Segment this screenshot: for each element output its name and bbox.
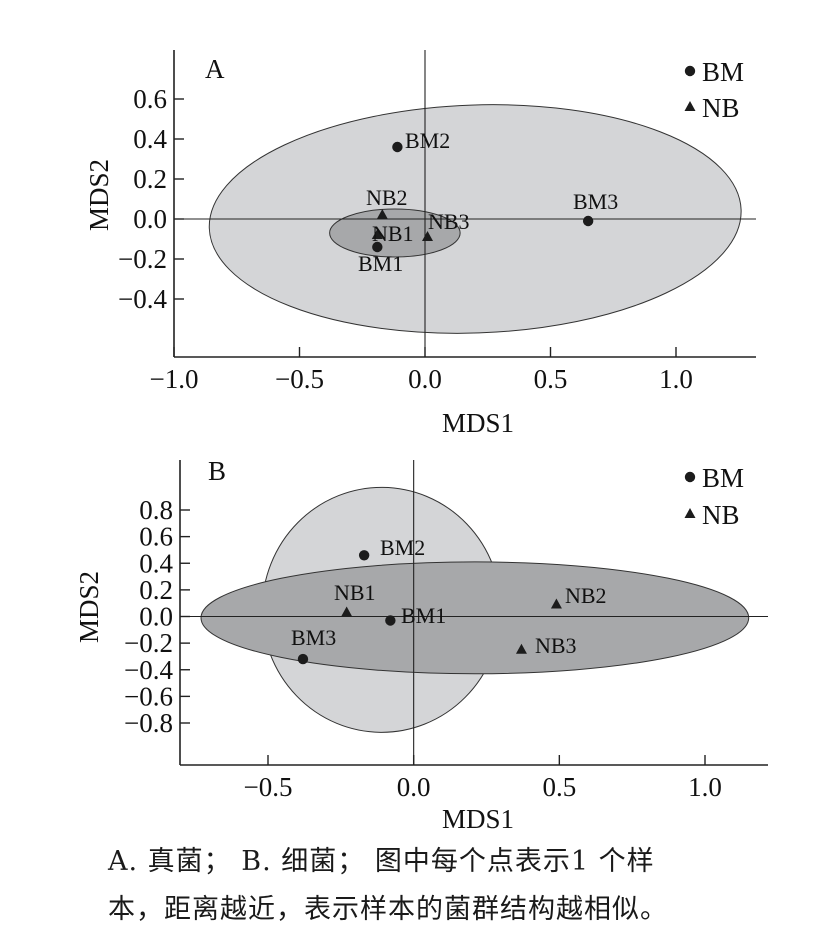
- point-label-bm1: BM1: [358, 251, 403, 276]
- point-nb2: [376, 209, 388, 219]
- y-tick-label: 0.0: [139, 602, 173, 632]
- y-axis-title: MDS2: [84, 159, 114, 231]
- point-bm1: [372, 241, 383, 253]
- legend-marker-nb: [684, 101, 696, 111]
- y-tick-label: −0.8: [124, 708, 173, 738]
- y-tick-label: 0.4: [133, 124, 167, 154]
- y-tick-label: −0.4: [124, 655, 173, 685]
- point-nb3: [515, 643, 527, 654]
- y-tick-label: 0.4: [139, 548, 173, 578]
- point-nb2: [550, 598, 562, 609]
- ellipse-nb: [200, 561, 750, 675]
- y-tick-label: −0.4: [118, 284, 167, 314]
- figure-caption: A. 真菌； B. 细菌； 图中每个点表示1 个样 本，距离越近，表示样本的菌群…: [108, 838, 788, 934]
- x-tick-label: 0.5: [534, 364, 568, 394]
- panel-label: A: [205, 54, 225, 84]
- x-axis-title: MDS1: [442, 408, 514, 438]
- x-tick-label: 0.0: [397, 772, 431, 802]
- legend-marker-bm: [684, 471, 696, 483]
- panel-label: B: [208, 456, 226, 486]
- point-bm3: [582, 215, 594, 227]
- caption-line-1: A. 真菌； B. 细菌； 图中每个点表示1 个样: [108, 846, 655, 877]
- chart-panel-b: −0.5 0.0 0.5 1.00.80.60.40.20.0−0.2−0.4−0.6…: [74, 456, 768, 830]
- x-tick-label: −1.0: [150, 364, 199, 394]
- point-label-nb3: NB3: [428, 209, 470, 234]
- point-label-nb2: NB2: [565, 583, 607, 608]
- x-axis-title: MDS1: [442, 804, 514, 830]
- x-tick-label: −0.5: [244, 772, 293, 802]
- point-nb3: [422, 231, 434, 241]
- point-label-bm1: BM1: [401, 603, 446, 628]
- y-tick-label: −0.2: [118, 244, 167, 274]
- point-bm3: [297, 653, 309, 665]
- point-nb1: [341, 606, 353, 617]
- point-label-nb3: NB3: [535, 633, 577, 658]
- y-tick-label: 0.2: [139, 575, 173, 605]
- y-tick-label: −0.6: [124, 681, 173, 711]
- legend-label-bm: BM: [702, 57, 744, 87]
- point-nb1: [371, 229, 383, 239]
- x-tick-label: 1.0: [688, 772, 722, 802]
- caption-line-2: 本，距离越近，表示样本的菌群结构越相似。: [108, 894, 668, 925]
- x-tick-label: −0.5: [275, 364, 324, 394]
- point-label-bm3: BM3: [573, 189, 618, 214]
- y-tick-label: 0.6: [139, 522, 173, 552]
- legend-marker-nb: [684, 508, 696, 518]
- y-tick-label: 0.6: [133, 84, 167, 114]
- point-bm2: [392, 141, 403, 153]
- legend-marker-bm: [684, 65, 696, 77]
- y-tick-label: −0.2: [124, 628, 173, 658]
- chart-panel-a: −1.0 −0.5 0.0 0.5 1.0 0.6 0.4 0.2 0.0 −0.2 −0.4 MDS…: [84, 50, 756, 438]
- x-tick-label: 0.5: [542, 772, 576, 802]
- x-tick-label: 0.0: [408, 364, 442, 394]
- ellipse-nb: [329, 208, 461, 258]
- point-label-nb1: NB1: [372, 221, 414, 246]
- legend-label-nb: NB: [702, 500, 740, 530]
- point-label-nb2: NB2: [366, 185, 408, 210]
- x-tick-label: 1.0: [659, 364, 693, 394]
- point-bm1: [385, 615, 396, 626]
- y-axis-title: MDS2: [74, 571, 104, 643]
- y-tick-label: 0.2: [133, 164, 167, 194]
- point-bm2: [358, 550, 370, 561]
- point-label-bm2: BM2: [380, 535, 425, 560]
- legend-label-nb: NB: [702, 93, 740, 123]
- y-tick-label: 0.0: [133, 204, 167, 234]
- point-label-bm2: BM2: [405, 128, 450, 153]
- point-label-nb1: NB1: [334, 580, 376, 605]
- point-label-bm3: BM3: [291, 625, 336, 650]
- mds-figure: −1.0 −0.5 0.0 0.5 1.00.60.40.20.0−0.2−0.4MDS…: [74, 50, 768, 830]
- y-tick-label: 0.8: [139, 495, 173, 525]
- legend-label-bm: BM: [702, 463, 744, 493]
